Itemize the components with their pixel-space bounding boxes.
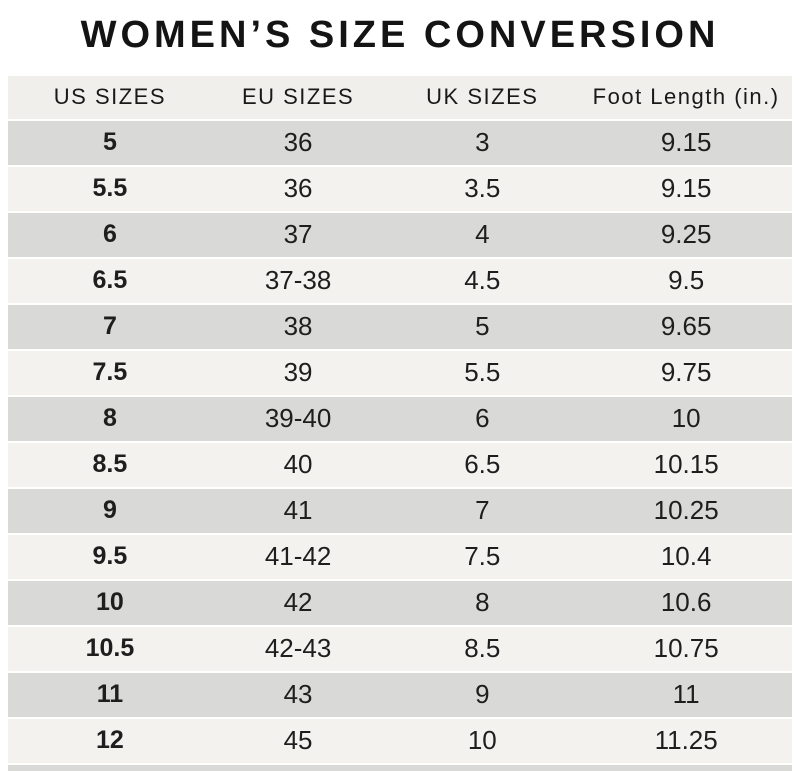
eu-size-cell: 40 [211,442,385,487]
us-size-cell: 7 [8,304,212,349]
eu-size-cell: 42-43 [211,626,385,671]
foot-length-cell: 10.25 [580,488,792,533]
header-row: US SIZES EU SIZES UK SIZES Foot Length (… [8,75,792,119]
eu-size-cell: 42 [211,580,385,625]
uk-size-cell: 6.5 [384,442,581,487]
foot-length-cell: 9.25 [580,212,792,257]
foot-length-cell: 10.15 [580,442,792,487]
uk-size-cell: 9 [384,672,581,717]
partial-next-row-strip [8,764,792,771]
eu-size-cell: 41 [211,488,385,533]
foot-length-cell: 10.4 [580,534,792,579]
col-header-foot-length: Foot Length (in.) [580,75,792,119]
table-row: 7.5 39 5.5 9.75 [8,350,792,395]
us-size-cell: 10.5 [8,626,212,671]
eu-size-cell: 43 [211,672,385,717]
foot-length-cell: 9.75 [580,350,792,395]
table-row: 12 45 10 11.25 [8,718,792,763]
us-size-cell: 10 [8,580,212,625]
uk-size-cell: 8.5 [384,626,581,671]
page-title: WOMEN’S SIZE CONVERSION [80,14,720,56]
table-row: 11 43 9 11 [8,672,792,717]
foot-length-cell: 9.5 [580,258,792,303]
table-row: 10.5 42-43 8.5 10.75 [8,626,792,671]
foot-length-cell: 10.75 [580,626,792,671]
eu-size-cell: 36 [211,120,385,165]
foot-length-cell: 10 [580,396,792,441]
table-row: 6 37 4 9.25 [8,212,792,257]
eu-size-cell: 41-42 [211,534,385,579]
uk-size-cell: 7 [384,488,581,533]
uk-size-cell: 6 [384,396,581,441]
table-body: 5 36 3 9.15 5.5 36 3.5 9.15 6 37 4 9.25 6.5 37-38 4.5 9… [8,120,792,763]
eu-size-cell: 39-40 [211,396,385,441]
table-row: 10 42 8 10.6 [8,580,792,625]
table-row: 7 38 5 9.65 [8,304,792,349]
us-size-cell: 6.5 [8,258,212,303]
uk-size-cell: 5 [384,304,581,349]
table-row: 9.5 41-42 7.5 10.4 [8,534,792,579]
table-row: 8 39-40 6 10 [8,396,792,441]
col-header-us-sizes: US SIZES [8,75,212,119]
us-size-cell: 5 [8,120,212,165]
col-header-uk-sizes: UK SIZES [384,75,581,119]
uk-size-cell: 3 [384,120,581,165]
foot-length-cell: 9.15 [580,166,792,211]
foot-length-cell: 9.65 [580,304,792,349]
us-size-cell: 11 [8,672,212,717]
table-row: 5.5 36 3.5 9.15 [8,166,792,211]
size-conversion-table-wrap: US SIZES EU SIZES UK SIZES Foot Length (… [8,74,792,771]
eu-size-cell: 37 [211,212,385,257]
eu-size-cell: 39 [211,350,385,395]
eu-size-cell: 36 [211,166,385,211]
col-header-eu-sizes: EU SIZES [211,75,385,119]
us-size-cell: 7.5 [8,350,212,395]
eu-size-cell: 45 [211,718,385,763]
uk-size-cell: 4.5 [384,258,581,303]
uk-size-cell: 7.5 [384,534,581,579]
uk-size-cell: 8 [384,580,581,625]
us-size-cell: 9.5 [8,534,212,579]
table-row: 9 41 7 10.25 [8,488,792,533]
us-size-cell: 9 [8,488,212,533]
foot-length-cell: 11.25 [580,718,792,763]
us-size-cell: 12 [8,718,212,763]
us-size-cell: 6 [8,212,212,257]
uk-size-cell: 10 [384,718,581,763]
us-size-cell: 5.5 [8,166,212,211]
eu-size-cell: 37-38 [211,258,385,303]
table-row: 8.5 40 6.5 10.15 [8,442,792,487]
uk-size-cell: 5.5 [384,350,581,395]
table-row: 6.5 37-38 4.5 9.5 [8,258,792,303]
foot-length-cell: 11 [580,672,792,717]
size-conversion-table: US SIZES EU SIZES UK SIZES Foot Length (… [8,74,792,765]
uk-size-cell: 3.5 [384,166,581,211]
table-header: US SIZES EU SIZES UK SIZES Foot Length (… [8,75,792,119]
foot-length-cell: 10.6 [580,580,792,625]
eu-size-cell: 38 [211,304,385,349]
table-row: 5 36 3 9.15 [8,120,792,165]
foot-length-cell: 9.15 [580,120,792,165]
us-size-cell: 8.5 [8,442,212,487]
uk-size-cell: 4 [384,212,581,257]
us-size-cell: 8 [8,396,212,441]
